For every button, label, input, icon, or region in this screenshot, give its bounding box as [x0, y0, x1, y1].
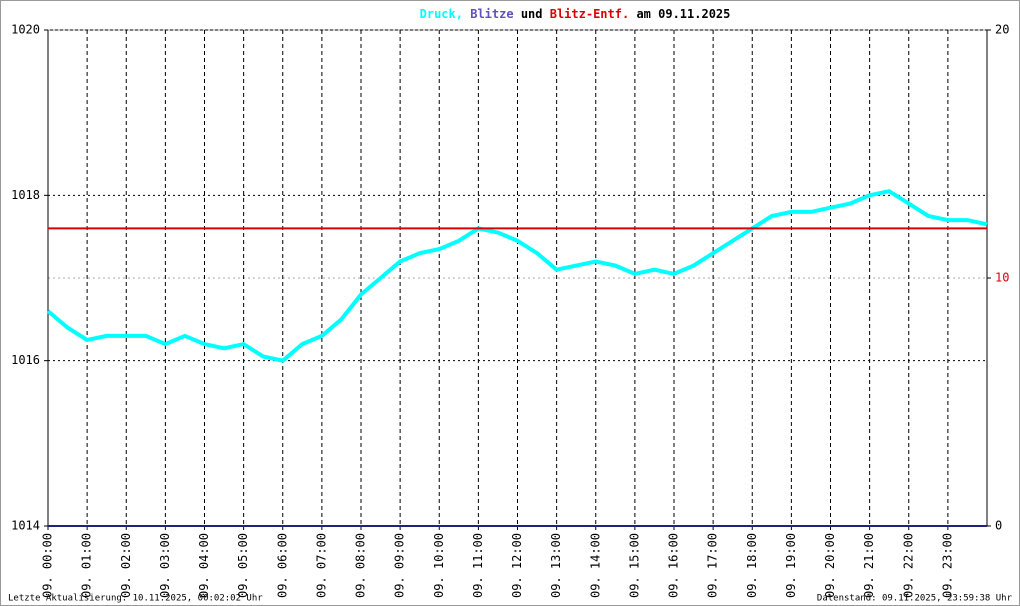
chart-title: Druck, Blitze und Blitz-Entf. am 09.11.2…: [420, 7, 731, 21]
title-part: ,: [456, 7, 463, 21]
y2-tick-label: 20: [995, 23, 1009, 37]
x-tick-label: 09. 07:00: [314, 533, 328, 598]
title-part: und: [521, 7, 543, 21]
x-tick-label: 09. 05:00: [236, 533, 250, 598]
series-line: [46, 189, 988, 363]
y-tick-label: 1014: [11, 519, 40, 533]
x-tick-label: 09. 12:00: [510, 533, 524, 598]
x-tick-label: 09. 13:00: [549, 533, 563, 598]
x-tick-label: 09. 20:00: [823, 533, 837, 598]
y-tick-label: 1016: [11, 353, 40, 367]
x-tick-label: 09. 17:00: [706, 533, 720, 598]
x-tick-label: 09. 00:00: [41, 533, 55, 598]
x-tick-label: 09. 11:00: [471, 533, 485, 598]
x-tick-label: 09. 02:00: [119, 533, 133, 598]
x-tick-label: 09. 10:00: [432, 533, 446, 598]
x-tick-label: 09. 06:00: [275, 533, 289, 598]
y2-tick-label: 10: [995, 271, 1009, 285]
x-tick-label: 09. 22:00: [901, 533, 915, 598]
x-tick-label: 09. 04:00: [197, 533, 211, 598]
x-tick-label: 09. 01:00: [80, 533, 94, 598]
title-series: Blitze: [470, 7, 513, 21]
x-tick-label: 09. 09:00: [393, 533, 407, 598]
x-tick-label: 09. 21:00: [862, 533, 876, 598]
title-series: Blitz-Entf.: [550, 7, 629, 21]
x-tick-label: 09. 15:00: [627, 533, 641, 598]
x-tick-label: 09. 23:00: [940, 533, 954, 598]
y-tick-label: 1018: [11, 188, 40, 202]
title-series: Druck: [420, 7, 457, 21]
x-tick-label: 09. 14:00: [588, 533, 602, 598]
x-tick-label: 09. 18:00: [745, 533, 759, 598]
x-tick-label: 09. 16:00: [667, 533, 681, 598]
y-tick-label: 1020: [11, 23, 40, 37]
x-tick-label: 09. 19:00: [784, 533, 798, 598]
footer-right: Datenstand: 09.11.2025, 23:59:38 Uhr: [817, 594, 1013, 604]
y2-tick-label: 0: [995, 519, 1002, 533]
footer-left: Letzte Aktualisierung: 10.11.2025, 00:02…: [8, 594, 263, 604]
x-tick-label: 09. 08:00: [354, 533, 368, 598]
x-tick-label: 09. 03:00: [158, 533, 172, 598]
title-part: am 09.11.2025: [636, 7, 730, 21]
